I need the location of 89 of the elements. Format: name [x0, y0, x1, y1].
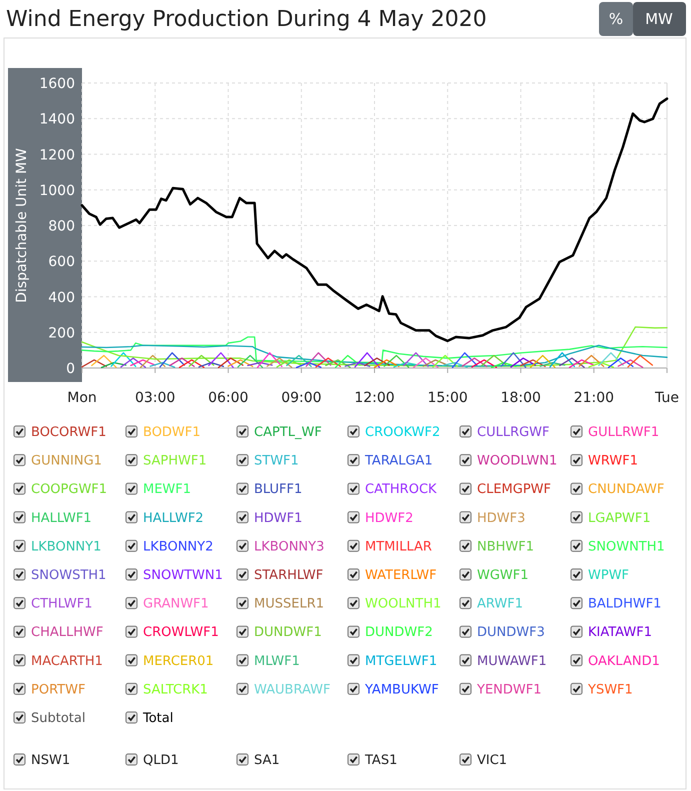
x-tick-label: 03:00 — [134, 390, 176, 406]
text: GUNNING1 — [31, 454, 102, 469]
text: STWF1 — [254, 454, 299, 469]
text: OAKLAND1 — [588, 654, 660, 669]
text: HALLWF1 — [31, 510, 92, 526]
text: YAMBUKWF — [364, 682, 439, 698]
chart-title: Wind Energy Production During 4 May 2020 — [6, 7, 487, 32]
text: MW — [645, 10, 674, 28]
text: LKBONNY3 — [254, 539, 324, 554]
text: LKBONNY2 — [143, 539, 214, 554]
text: HDWF3 — [477, 510, 526, 526]
text: MERCER01 — [143, 654, 214, 669]
text: CULLRGWF — [477, 425, 550, 440]
y-tick-label: 1200 — [39, 147, 75, 164]
text: MUSSELR1 — [254, 596, 324, 612]
text: SNOWSTH1 — [31, 568, 106, 583]
y-tick-label: 1400 — [39, 112, 75, 128]
text: CAPTL_WF — [254, 425, 322, 440]
text: YENDWF1 — [476, 682, 542, 698]
y-tick-label: 1000 — [39, 182, 75, 199]
text: Total — [142, 711, 174, 726]
text: CLEMGPWF — [477, 482, 551, 498]
text: % — [608, 10, 624, 28]
x-tick-label: Mon — [67, 390, 97, 406]
text: CROWLWF1 — [143, 625, 219, 640]
text: MACARTH1 — [31, 654, 103, 669]
text: WGWF1 — [477, 568, 529, 583]
text: HDWF1 — [254, 510, 302, 526]
y-tick-label: 200 — [48, 325, 75, 342]
text: WRWF1 — [588, 454, 638, 469]
text: CHALLHWF — [31, 625, 104, 640]
text: SA1 — [254, 753, 280, 768]
y-tick-label: 1600 — [39, 76, 75, 92]
text: LKBONNY1 — [31, 539, 102, 554]
text: WOODLWN1 — [477, 454, 558, 469]
text: CROOKWF2 — [365, 425, 440, 440]
text: QLD1 — [143, 753, 179, 768]
text: WATERLWF — [365, 568, 437, 583]
text: GRANWF1 — [143, 596, 209, 612]
text: MUWAWF1 — [477, 654, 547, 669]
text: CATHROCK — [365, 482, 438, 498]
text: DUNDWF1 — [254, 625, 322, 640]
text: YSWF1 — [587, 682, 633, 698]
text: SAPHWF1 — [143, 454, 207, 469]
text: SALTCRK1 — [143, 682, 208, 698]
x-tick-label: Tue — [654, 390, 679, 406]
text: WOOLNTH1 — [365, 596, 442, 612]
text: MTMILLAR — [365, 539, 432, 554]
text: MTGELWF1 — [365, 654, 438, 669]
text: LGAPWF1 — [588, 510, 651, 526]
text: BOCORWF1 — [31, 425, 106, 440]
text: MLWF1 — [254, 654, 300, 669]
text: WAUBRAWF — [254, 682, 330, 698]
y-tick-label: 400 — [48, 290, 75, 306]
text: COOPGWF1 — [31, 482, 108, 498]
y-axis-title: Dispatchable Unit MW — [14, 148, 30, 303]
text: TAS1 — [364, 753, 398, 768]
y-tick-label: 800 — [48, 218, 75, 234]
text: STARHLWF — [254, 568, 324, 583]
text: DUNDWF2 — [365, 625, 433, 640]
text: GULLRWF1 — [588, 425, 660, 440]
text: DUNDWF3 — [477, 625, 545, 640]
x-tick-label: 15:00 — [427, 390, 468, 406]
text: VIC1 — [477, 753, 508, 768]
text: WPWF — [588, 568, 630, 583]
x-tick-label: 18:00 — [500, 390, 541, 406]
text: Subtotal — [31, 711, 86, 726]
text: BLUFF1 — [254, 482, 302, 498]
text: KIATAWF1 — [588, 625, 652, 640]
text: SNOWNTH1 — [588, 539, 665, 554]
text: BODWF1 — [143, 425, 201, 440]
text: HALLWF2 — [143, 510, 204, 526]
text: ARWF1 — [477, 596, 524, 612]
text: SNOWTWN1 — [143, 568, 223, 583]
text: CTHLWF1 — [31, 596, 92, 612]
text: CNUNDAWF — [588, 482, 664, 498]
text: MEWF1 — [143, 482, 192, 498]
x-tick-label: 09:00 — [281, 390, 322, 406]
text: PORTWF — [31, 682, 86, 698]
text: HDWF2 — [365, 510, 414, 526]
x-tick-label: 12:00 — [354, 390, 395, 406]
y-tick-label: 0 — [66, 361, 75, 377]
x-tick-label: 06:00 — [208, 390, 248, 406]
text: NBHWF1 — [477, 539, 534, 554]
text: TARALGA1 — [364, 454, 433, 469]
x-tick-label: 21:00 — [574, 390, 614, 406]
text: BALDHWF1 — [588, 596, 662, 612]
y-tick-label: 600 — [48, 254, 75, 270]
text: NSW1 — [31, 753, 70, 768]
